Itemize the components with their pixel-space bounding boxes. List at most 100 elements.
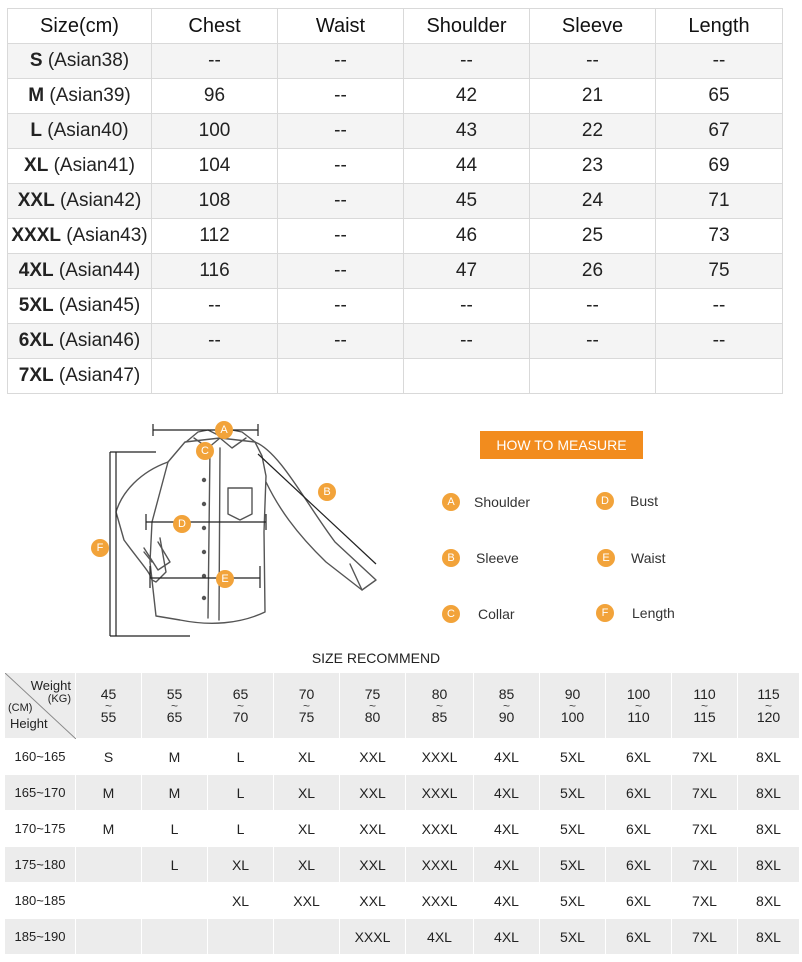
recommended-size-cell: XXL <box>339 810 406 847</box>
size-chest-cell: 116 <box>151 253 278 289</box>
size-row: XXL (Asian42) 108 -- 45 24 71 <box>7 183 783 219</box>
size-row: M (Asian39) 96 -- 42 21 65 <box>7 78 783 114</box>
weight-range-min: 55 <box>166 685 183 702</box>
size-sleeve-cell: -- <box>529 288 656 324</box>
weight-range-tilde: ~ <box>568 698 576 713</box>
recommended-size-cell: M <box>141 738 208 775</box>
asian-size: (Asian42) <box>59 190 142 211</box>
recommended-size-cell: XXL <box>339 846 406 883</box>
recommended-size-cell: 6XL <box>605 774 672 811</box>
size-waist-cell: -- <box>277 43 404 79</box>
weight-range-max: 110 <box>627 708 650 725</box>
weight-range-min: 65 <box>232 685 249 702</box>
recommended-size-cell: XL <box>273 810 340 847</box>
asian-size: (Asian39) <box>49 85 131 106</box>
size-code: M <box>28 85 45 106</box>
recommended-size-cell: XXXL <box>405 846 474 883</box>
size-length-cell: 73 <box>655 218 783 254</box>
recommended-size-cell: 6XL <box>605 810 672 847</box>
size-chest-cell: -- <box>151 288 278 324</box>
corner-kg-label: (KG) <box>47 693 71 705</box>
size-chest-cell: -- <box>151 43 278 79</box>
asian-size: (Asian45) <box>58 295 141 316</box>
asian-size: (Asian41) <box>53 155 135 176</box>
recommended-size-cell: 4XL <box>473 882 540 919</box>
recommended-size-cell: 7XL <box>671 774 738 811</box>
weight-range-tilde: ~ <box>634 698 642 713</box>
size-row: 5XL (Asian45) -- -- -- -- -- <box>7 288 783 324</box>
size-code: XL <box>24 155 49 176</box>
recommended-size-cell: 8XL <box>737 738 800 775</box>
size-shoulder-cell: -- <box>403 323 530 359</box>
size-sleeve-cell: 22 <box>529 113 656 149</box>
weight-range-max: 75 <box>298 708 315 725</box>
weight-range-min: 45 <box>100 685 117 702</box>
recommended-size-cell: 8XL <box>737 882 800 919</box>
recommended-size-cell: M <box>141 774 208 811</box>
recommended-size-cell: XXL <box>339 738 406 775</box>
height-range-cell: 185~190 <box>4 918 76 955</box>
header-shoulder: Shoulder <box>403 8 530 44</box>
legend-label-length: Length <box>632 605 675 621</box>
recommend-row: 160~165 S M L XL XXL XXXL 4XL 5XL 6XL 7XL 8XL <box>4 738 800 775</box>
size-code: 4XL <box>18 260 54 281</box>
weight-range-min: 80 <box>431 685 448 702</box>
recommended-size-cell: 5XL <box>539 774 606 811</box>
recommended-size-cell: 4XL <box>473 918 540 955</box>
size-waist-cell: -- <box>277 218 404 254</box>
recommended-size-cell: 6XL <box>605 882 672 919</box>
weight-range-header: 100 ~110 <box>605 672 672 739</box>
size-label-cell: 4XL (Asian44) <box>7 253 152 289</box>
diagonal-divider <box>5 673 76 739</box>
recommended-size-cell: 4XL <box>473 846 540 883</box>
weight-range-max: 100 <box>560 708 585 725</box>
size-shoulder-cell: 46 <box>403 218 530 254</box>
legend-marker-f: F <box>596 604 614 622</box>
recommended-size-cell <box>273 918 340 955</box>
size-length-cell: -- <box>655 43 783 79</box>
weight-range-max: 90 <box>498 708 515 725</box>
size-chest-cell <box>151 358 278 394</box>
size-shoulder-cell: 45 <box>403 183 530 219</box>
size-code: L <box>30 120 42 141</box>
size-code: XXXL <box>11 225 61 246</box>
size-chart-header-row: Size(cm) Chest Waist Shoulder Sleeve Len… <box>7 8 783 44</box>
size-row: XL (Asian41) 104 -- 44 23 69 <box>7 148 783 184</box>
legend-label-waist: Waist <box>631 550 666 566</box>
legend-marker-d: D <box>596 492 614 510</box>
recommended-size-cell: XL <box>273 846 340 883</box>
recommended-size-cell: 4XL <box>473 810 540 847</box>
size-length-cell: 67 <box>655 113 783 149</box>
corner-height-label: Height <box>10 716 48 731</box>
size-chest-cell: -- <box>151 323 278 359</box>
size-recommend-header-row: Weight (KG) (CM) Height 45 ~55 55 ~65 65 ~70 7… <box>4 672 800 739</box>
recommended-size-cell: 8XL <box>737 846 800 883</box>
recommended-size-cell: XXXL <box>405 738 474 775</box>
asian-size: (Asian47) <box>58 365 141 386</box>
weight-range-header: 65 ~70 <box>207 672 274 739</box>
recommended-size-cell: XXL <box>339 774 406 811</box>
weight-range-tilde: ~ <box>368 698 376 713</box>
shirt-diagram: A C B D F E <box>80 412 400 647</box>
weight-range-tilde: ~ <box>502 698 510 713</box>
height-range-cell: 180~185 <box>4 882 76 919</box>
size-shoulder-cell: 42 <box>403 78 530 114</box>
asian-size: (Asian40) <box>47 120 129 141</box>
asian-size: (Asian43) <box>66 225 148 246</box>
size-waist-cell: -- <box>277 323 404 359</box>
recommend-row: 165~170 M M L XL XXL XXXL 4XL 5XL 6XL 7XL 8XL <box>4 774 800 811</box>
height-range-cell: 175~180 <box>4 846 76 883</box>
header-sleeve: Sleeve <box>529 8 656 44</box>
recommended-size-cell: 5XL <box>539 882 606 919</box>
size-row: S (Asian38) -- -- -- -- -- <box>7 43 783 79</box>
corner-weight-label: Weight <box>30 678 71 693</box>
size-sleeve-cell: -- <box>529 43 656 79</box>
height-range-cell: 170~175 <box>4 810 76 847</box>
recommended-size-cell: 4XL <box>473 774 540 811</box>
legend-bust: D Bust <box>596 491 658 511</box>
size-waist-cell: -- <box>277 113 404 149</box>
weight-range-header: 80 ~85 <box>405 672 474 739</box>
size-code: 6XL <box>18 330 54 351</box>
recommended-size-cell: 8XL <box>737 810 800 847</box>
size-row: 6XL (Asian46) -- -- -- -- -- <box>7 323 783 359</box>
